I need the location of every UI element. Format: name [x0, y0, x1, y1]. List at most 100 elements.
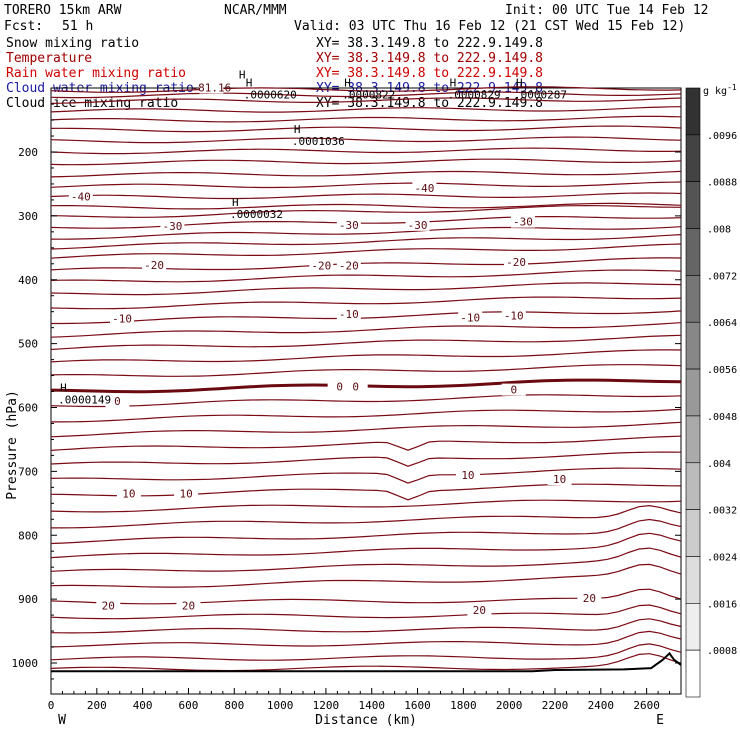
contour-label-bg-11 [110, 312, 135, 325]
h-marker-1: H [246, 76, 253, 89]
colorbar-label-3: .0072 [707, 271, 737, 282]
contour-label-17: 0 [352, 380, 359, 393]
x-tick-label-6: 1200 [313, 699, 340, 712]
colorbar-cell-11 [685, 603, 701, 651]
legend-name-2: Rain water mixing ratio [6, 66, 186, 81]
contour-label-14: -10 [504, 310, 524, 323]
contour-label-19: 10 [122, 488, 135, 501]
contour-label-bg-22 [547, 473, 572, 486]
contour-line-29 [51, 408, 682, 423]
contour-line-2 [50, 97, 682, 104]
contour-label-22: 10 [553, 473, 566, 486]
contour-label-bg-6 [510, 215, 535, 228]
contour-label-20: 10 [180, 488, 193, 501]
distance-axis: 0 200 400 600 800 1000 1200 1400 1600 1800 2000 220… [48, 688, 682, 712]
colorbar-cell-6 [685, 368, 701, 417]
contour-label-bg-7 [142, 259, 167, 272]
contour-line-5 [50, 125, 682, 133]
contour-line-14 [50, 216, 682, 229]
contour-line-9 [50, 170, 682, 178]
contour-line-19 [50, 269, 682, 283]
y-tick-label-6: 800 [18, 529, 38, 542]
x-tick-label-1: 200 [87, 699, 107, 712]
colorbar-label-4: .0064 [707, 318, 737, 329]
contour-label-bg-26 [577, 591, 602, 604]
y-tick-label-1: 300 [18, 210, 38, 223]
x-tick-label-10: 2000 [496, 699, 523, 712]
contour-line-35 [50, 499, 682, 513]
contour-line-21 [50, 296, 682, 310]
y-tick-label-5: 700 [18, 465, 38, 478]
contour-label-11: -10 [112, 313, 132, 326]
colorbar-cell-9 [685, 509, 701, 557]
colorbar-label-7: .004 [707, 459, 731, 470]
colorbar-cell-7 [685, 415, 701, 464]
contour-label-bg-8 [309, 259, 334, 272]
h-marker-0: H [239, 69, 246, 82]
h-marker-value-6: .0000032 [230, 208, 283, 221]
contour-line-44 [50, 630, 682, 648]
contour-line-39 [50, 547, 682, 572]
colorbar-label-1: .0088 [707, 178, 737, 189]
colorbar-label-8: .0032 [707, 506, 737, 517]
colorbar-label-0: .0096 [707, 131, 737, 142]
legend-name-1: Temperature [6, 51, 92, 66]
contour-line-1 [50, 91, 682, 99]
contour-label-bg-20 [174, 487, 199, 500]
contour-line-6 [50, 136, 682, 144]
contour-line-4 [50, 115, 682, 123]
contour-line-37 [50, 518, 682, 545]
contour-label-12: -10 [339, 308, 359, 321]
contour-line-20 [50, 282, 682, 296]
colorbar-label-5: .0056 [707, 365, 737, 376]
colorbar-cell-10 [685, 556, 701, 604]
west-label: W [58, 713, 66, 728]
y-axis-title: Pressure (hPa) [5, 390, 20, 500]
colorbar-label-10: .0016 [707, 599, 737, 610]
contour-label-bg-9 [336, 259, 361, 272]
legend-range-4: XY= 38.3.149.8 to 222.9.149.8 [316, 96, 543, 111]
contour-label-6: -30 [513, 216, 533, 229]
east-label: E [656, 713, 664, 728]
contour-line-7 [50, 147, 682, 155]
contour-label-2: -40 [414, 182, 434, 195]
contour-label-bg-5 [405, 218, 430, 231]
forecast-hour: 51 h [62, 19, 93, 34]
colorbar-cell-8 [685, 462, 701, 510]
x-tick-label-0: 0 [48, 699, 55, 712]
contour-line-34 [50, 483, 682, 501]
y-tick-label-8: 1000 [12, 657, 39, 670]
colorbar-cell-2 [685, 181, 701, 229]
contour-label-21: 10 [461, 469, 474, 482]
x-tick-label-12: 2400 [588, 699, 615, 712]
contour-label-16: 0 [336, 380, 343, 393]
contour-label-bg-10 [504, 255, 529, 268]
contour-line-25 [50, 349, 682, 363]
h-marker-2: H [344, 76, 351, 89]
contour-line-30 [50, 421, 682, 438]
h-marker-value-3: .0000829 [448, 88, 501, 101]
colorbar-cell-5 [685, 321, 701, 370]
contour-label-26: 20 [583, 592, 596, 605]
contour-line-22 [51, 310, 682, 325]
contour-label-7: -20 [144, 259, 164, 272]
h-marker-5: H [294, 123, 301, 136]
contour-label-13: -10 [460, 311, 480, 324]
x-tick-label-8: 1600 [404, 699, 431, 712]
terrain-line [51, 651, 682, 673]
contour-line-10 [50, 181, 682, 189]
x-tick-label-7: 1400 [358, 699, 385, 712]
contour-label-15: 0 [114, 395, 121, 408]
contour-label-bg-23 [96, 599, 121, 612]
contour-label-3: -30 [162, 220, 182, 233]
y-tick-label-7: 900 [18, 593, 38, 606]
contour-line-26 [50, 364, 682, 377]
contour-label-1: -40 [71, 191, 91, 204]
contour-line-16 [50, 234, 682, 250]
contour-line-43 [50, 618, 682, 634]
contour-line-36 [51, 504, 682, 529]
contour-label-9: -20 [339, 260, 359, 273]
contour-line-28 [50, 394, 682, 408]
h-marker-3: H [450, 76, 457, 89]
